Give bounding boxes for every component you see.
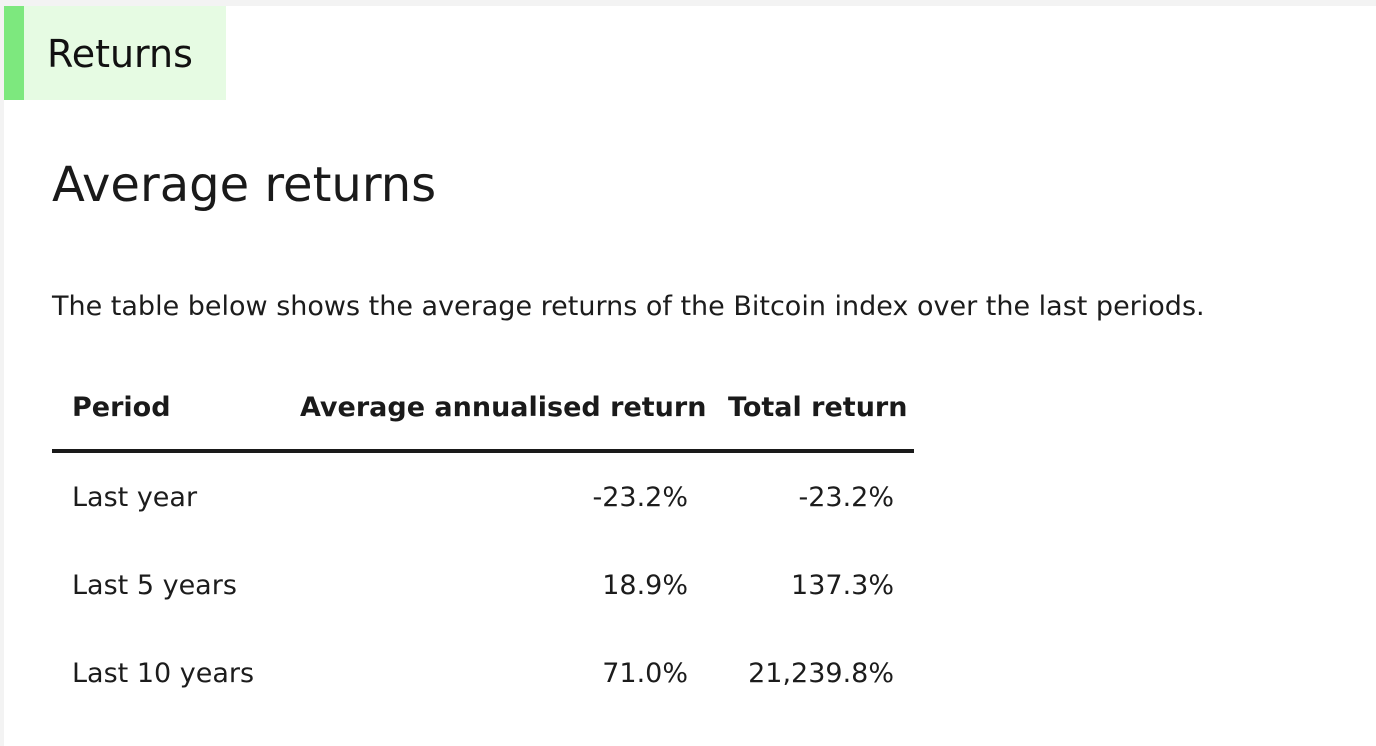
period-cell: Last 5 years [72, 569, 237, 601]
table-body: Last year -23.2% -23.2% Last 5 years 18.… [52, 451, 914, 717]
period-cell: Last 10 years [72, 657, 255, 689]
table-row: Last year -23.2% -23.2% [52, 451, 914, 541]
intro-text: The table below shows the average return… [52, 291, 1205, 322]
period-cell: Last year [72, 481, 198, 513]
content-panel: Returns Average returns The table below … [4, 6, 1376, 746]
table-header-row: Period Average annualised return Total r… [52, 366, 914, 453]
section-accent-bar [4, 6, 24, 100]
column-header-average-annualised-return: Average annualised return [280, 366, 708, 453]
page-title: Average returns [52, 157, 437, 213]
section-label: Returns [47, 32, 193, 76]
column-header-total-return: Total return [708, 366, 914, 453]
column-header-period: Period [52, 366, 280, 453]
total-return-cell: -23.2% [798, 481, 894, 513]
total-return-cell: 21,239.8% [748, 657, 894, 689]
table-row: Last 10 years 71.0% 21,239.8% [52, 629, 914, 717]
total-return-cell: 137.3% [791, 569, 894, 601]
table-row: Last 5 years 18.9% 137.3% [52, 541, 914, 629]
returns-table: Period Average annualised return Total r… [52, 366, 914, 717]
average-annualised-return-cell: 71.0% [602, 657, 688, 689]
section-tab: Returns [4, 6, 226, 100]
average-annualised-return-cell: 18.9% [602, 569, 688, 601]
average-annualised-return-cell: -23.2% [592, 481, 688, 513]
table-header: Period Average annualised return Total r… [52, 366, 914, 453]
